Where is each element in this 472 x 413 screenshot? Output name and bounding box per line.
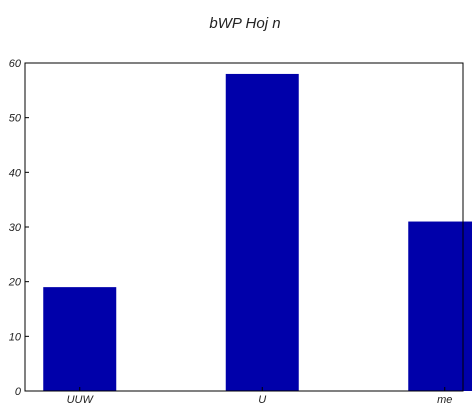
y-tick-label: 0 bbox=[15, 386, 22, 398]
y-axis: 0 10 20 30 40 50 60 bbox=[8, 58, 29, 398]
chart-title: bWP Hoj n bbox=[209, 15, 280, 32]
bar-me bbox=[408, 221, 472, 391]
bars-layer bbox=[43, 73, 472, 391]
x-tick-label: me bbox=[437, 394, 452, 406]
y-tick-label: 50 bbox=[9, 113, 22, 125]
x-tick-label: U bbox=[258, 394, 266, 406]
y-tick-label: 10 bbox=[9, 331, 22, 343]
bar-U bbox=[225, 73, 299, 391]
y-tick-label: 40 bbox=[9, 167, 22, 179]
y-tick-label: 30 bbox=[9, 222, 22, 234]
bar-UUW bbox=[43, 287, 117, 391]
x-tick-label: UUW bbox=[67, 394, 95, 406]
y-tick-label: 20 bbox=[8, 277, 22, 289]
y-tick-label: 60 bbox=[9, 58, 22, 70]
